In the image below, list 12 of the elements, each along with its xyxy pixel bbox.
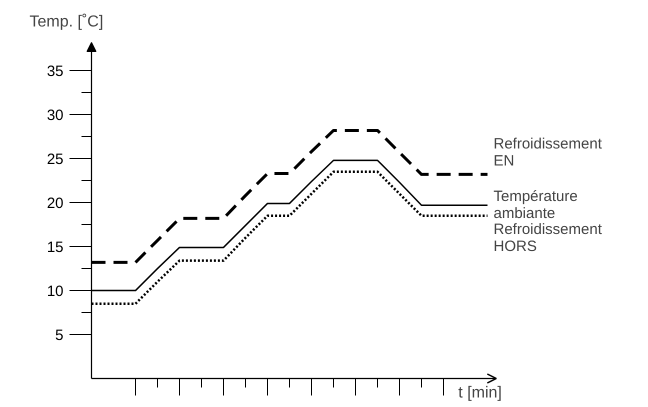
y-tick-label: 35 xyxy=(46,63,64,80)
y-axis-title: Temp. [˚C] xyxy=(30,14,104,30)
series-label: Refroidissement EN xyxy=(494,135,603,170)
y-tick-label: 25 xyxy=(46,151,64,168)
y-tick-label: 5 xyxy=(55,327,64,344)
y-tick-label: 15 xyxy=(46,239,64,256)
series-label: Température ambiante xyxy=(494,188,578,222)
series-label: Refroidissement HORS xyxy=(494,220,603,255)
y-tick-label: 20 xyxy=(46,195,64,212)
y-tick-label: 10 xyxy=(46,283,64,300)
y-tick-label: 30 xyxy=(46,107,64,124)
x-axis-title: t [min] xyxy=(458,384,502,402)
